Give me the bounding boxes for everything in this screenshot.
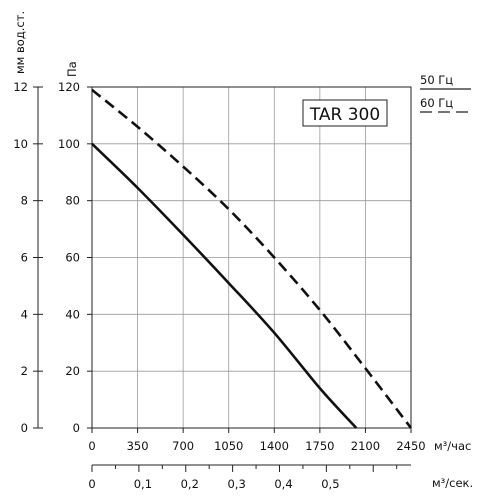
x-axis-tick-label: 0 <box>88 439 95 453</box>
pa-axis-tick-label: 100 <box>58 137 80 151</box>
chart-grid <box>92 87 411 428</box>
x-axis-tick-label: 2450 <box>396 439 425 453</box>
x2-axis-tick-label: 0,1 <box>134 477 152 491</box>
x-axis-title: м³/час <box>434 439 471 453</box>
x-axis-tick-label: 1400 <box>260 439 289 453</box>
legend-label-50hz: 50 Гц <box>420 73 453 87</box>
left-axis-tick-label: 2 <box>21 364 28 378</box>
series-layer <box>91 88 413 429</box>
x2-axis-tick-label: 0,4 <box>274 477 292 491</box>
left-axis-tick-label: 0 <box>21 421 28 435</box>
model-label: TAR 300 <box>309 105 380 125</box>
x2-axis-tick-label: 0,2 <box>181 477 199 491</box>
x2-axis-title: м³/сек. <box>432 476 473 490</box>
pa-axis-tick-label: 40 <box>65 307 80 321</box>
pa-axis-tick-label: 120 <box>58 80 80 94</box>
x2-axis-tick-label: 0 <box>88 477 95 491</box>
x2-axis-tick-label: 0,5 <box>321 477 339 491</box>
left-axis-tick-label: 8 <box>21 194 28 208</box>
pa-axis-tick-label: 20 <box>65 364 80 378</box>
pa-axis-tick-label: 80 <box>65 194 80 208</box>
x-axis-tick-label: 1750 <box>305 439 334 453</box>
pa-axis-tick-label: 60 <box>65 251 80 265</box>
x-axis-tick-label: 2100 <box>351 439 380 453</box>
left-axis-tick-label: 4 <box>21 307 28 321</box>
series-line-60hz <box>91 88 413 429</box>
left-axis-tick-label: 12 <box>13 80 28 94</box>
model-label-box <box>302 99 388 127</box>
x2-axis-tick-label: 0,3 <box>227 477 245 491</box>
left-axis-tick-label: 10 <box>13 137 28 151</box>
x-axis-tick-label: 700 <box>172 439 194 453</box>
left-axis-tick-label: 6 <box>21 251 28 265</box>
flow-m3s-axis: 0 0,1 0,2 0,3 0,4 0,5 <box>88 465 398 491</box>
x-axis-tick-label: 350 <box>127 439 149 453</box>
legend-label-60hz: 60 Гц <box>420 96 453 110</box>
pa-axis: 0 20 40 60 80 100 120 <box>58 80 92 435</box>
pa-axis-title: Па <box>65 61 79 77</box>
pa-axis-tick-label: 0 <box>73 421 80 435</box>
series-line-50hz <box>91 142 358 429</box>
legend: 50 Гц 60 Гц <box>420 73 471 113</box>
x-axis-tick-label: 1050 <box>214 439 243 453</box>
left-axis-title: мм вод.ст. <box>13 11 27 74</box>
flow-m3h-axis: 0 350 700 1050 1400 1750 2100 2450 <box>88 428 426 453</box>
left-mm-axis: 0 2 4 6 8 10 12 <box>13 80 43 435</box>
